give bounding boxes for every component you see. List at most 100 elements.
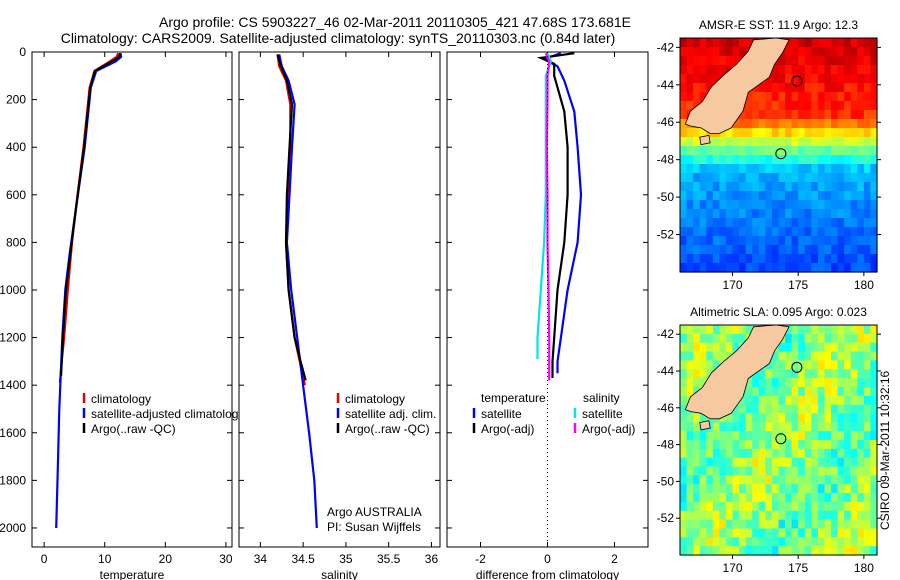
map-cell [798, 404, 806, 415]
map-cell [745, 236, 753, 246]
map-cell [765, 501, 773, 512]
map-cell [804, 38, 812, 48]
map-cell [870, 164, 878, 174]
map-cell [693, 360, 701, 370]
map-cell [778, 227, 786, 237]
map-cell [699, 173, 707, 183]
map-cell [811, 484, 819, 494]
series-line [276, 54, 307, 381]
map-cell [686, 378, 694, 388]
map-cell [857, 493, 865, 503]
map-cell [811, 191, 819, 201]
map-cell [804, 342, 812, 353]
map-cell [785, 56, 793, 66]
legend-label: satellite adj. clim. [345, 407, 436, 421]
map-cell [844, 200, 852, 210]
map-cell [837, 369, 845, 379]
map-cell [739, 422, 747, 432]
map-cell [680, 440, 688, 450]
map-cell [732, 128, 740, 138]
map-cell [785, 351, 793, 361]
map-cell [725, 448, 734, 459]
map-cell [725, 164, 734, 174]
map-cell [870, 56, 878, 66]
map-cell [752, 519, 760, 530]
map-cell [771, 137, 780, 147]
map-cell [725, 38, 734, 48]
map-cell [680, 101, 688, 111]
map-cell [817, 200, 826, 210]
map-cell [706, 245, 714, 255]
map-cell [870, 83, 878, 93]
map-cell [863, 386, 872, 397]
map-cell [785, 173, 793, 183]
map-cell [686, 74, 694, 84]
map-cell [857, 173, 865, 183]
map-cell [693, 466, 701, 476]
map-cell [778, 254, 786, 264]
map-cell [831, 546, 839, 556]
map-cell [844, 245, 852, 255]
map-cell [785, 218, 793, 228]
map-cell [699, 47, 707, 57]
map-cell [693, 333, 701, 344]
y-tick-label: -42 [657, 327, 675, 341]
map-cell [739, 200, 747, 210]
map-cell [863, 457, 872, 468]
map-cell [719, 351, 727, 361]
map-cell [798, 440, 806, 450]
map-cell [798, 164, 806, 174]
map-cell [752, 191, 760, 201]
y-tick-label: 600 [6, 188, 26, 202]
map-cell [870, 475, 878, 485]
map-cell [831, 395, 839, 406]
map-cell [870, 146, 878, 156]
map-cell [837, 245, 845, 255]
map-cell [771, 92, 780, 102]
x-axis-label: temperature [100, 568, 165, 580]
map-cell [778, 493, 786, 503]
map-cell [811, 164, 819, 174]
map-cell [831, 369, 839, 379]
map-cell [863, 128, 872, 138]
map-cell [811, 173, 819, 183]
map-cell [706, 342, 714, 353]
map-cell [699, 263, 707, 273]
map-cell [870, 236, 878, 246]
map-cell [771, 395, 780, 406]
map-cell [712, 209, 720, 219]
map-cell [771, 360, 780, 370]
map-cell [811, 342, 819, 353]
map-cell [844, 546, 852, 556]
map-cell [837, 101, 845, 111]
map-cell [811, 182, 819, 192]
map-cell [863, 475, 872, 485]
x-tick-label: 10 [98, 552, 112, 566]
map-cell [712, 74, 720, 84]
map-cell [758, 448, 766, 459]
map-cell [765, 369, 773, 379]
map-cell [844, 333, 852, 344]
map-cell [804, 110, 812, 120]
x-tick-label: 175 [788, 278, 808, 292]
map-cell [765, 209, 773, 219]
map-cell [798, 101, 806, 111]
map-cell [850, 395, 858, 406]
map-cell [693, 369, 701, 379]
map-cell [758, 254, 766, 264]
map-cell [739, 475, 747, 485]
map-cell [771, 245, 780, 255]
map-cell [837, 360, 845, 370]
map-cell [732, 501, 740, 512]
map-cell [693, 227, 701, 237]
map-cell [771, 254, 780, 264]
map-cell [699, 431, 707, 441]
map-cell [725, 236, 734, 246]
map-cell [712, 38, 720, 48]
map-cell [778, 218, 786, 228]
map-cell [693, 209, 701, 219]
map-cell [824, 47, 832, 57]
map-cell [791, 475, 799, 485]
map-cell [765, 510, 773, 521]
map-cell [831, 146, 839, 156]
